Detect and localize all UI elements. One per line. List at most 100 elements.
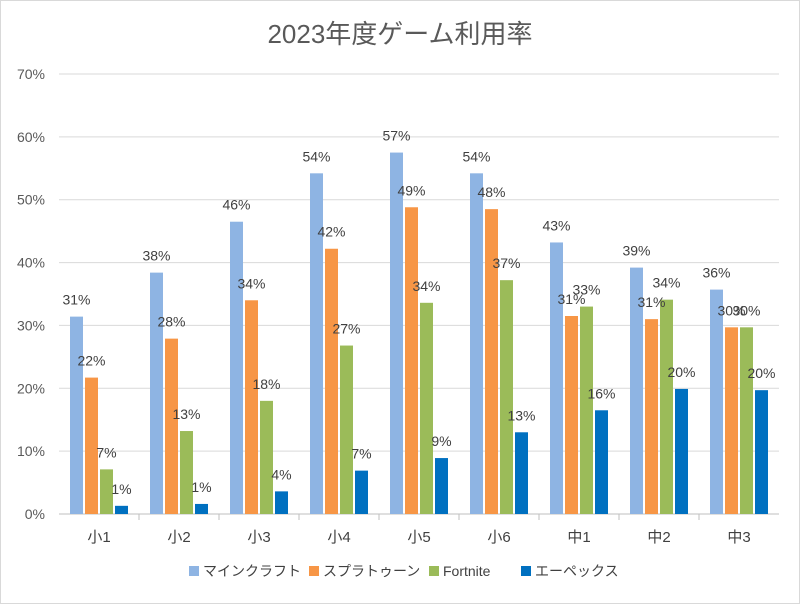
data-label: 33% (572, 282, 600, 298)
legend-label: マインクラフト (203, 563, 301, 579)
y-tick-label: 30% (17, 317, 45, 333)
data-label: 34% (652, 275, 680, 291)
data-label: 46% (222, 197, 250, 213)
data-label: 4% (271, 466, 291, 482)
data-label: 34% (237, 275, 265, 291)
y-tick-label: 10% (17, 443, 45, 459)
data-label: 22% (77, 353, 105, 369)
bar (645, 319, 658, 514)
legend-swatch (189, 566, 199, 576)
data-label: 54% (302, 148, 330, 164)
bar (115, 505, 128, 514)
data-label: 7% (351, 446, 371, 462)
data-label: 38% (142, 248, 170, 264)
bar (500, 280, 513, 514)
data-label: 28% (157, 314, 185, 330)
data-label: 16% (587, 385, 615, 401)
data-label: 7% (96, 444, 116, 460)
bar (100, 469, 113, 514)
bar (515, 432, 528, 514)
data-label: 39% (622, 243, 650, 259)
chart-title: 2023年度ゲーム利用率 (267, 19, 532, 49)
y-tick-label: 50% (17, 192, 45, 208)
data-label: 48% (477, 184, 505, 200)
data-label: 36% (702, 265, 730, 281)
bar (565, 316, 578, 514)
bar (435, 458, 448, 514)
data-label: 1% (191, 479, 211, 495)
bar (390, 152, 403, 515)
data-label: 37% (492, 255, 520, 271)
x-tick-label: 中1 (567, 529, 590, 546)
legend-label: エーペックス (535, 563, 619, 579)
y-tick-label: 0% (25, 506, 45, 522)
bar (325, 248, 338, 514)
bar (405, 207, 418, 514)
bar (470, 173, 483, 515)
data-label: 42% (317, 224, 345, 240)
bar (755, 390, 768, 514)
bar (710, 289, 723, 514)
data-label: 20% (667, 364, 695, 380)
legend: マインクラフト スプラトゥーン Fortnite エーペックス (189, 563, 619, 579)
x-tick-label: 小5 (407, 529, 430, 546)
bar (485, 209, 498, 514)
y-tick-label: 20% (17, 380, 45, 396)
bar (675, 388, 688, 514)
bar (550, 242, 563, 514)
bar (230, 221, 243, 514)
y-axis: 0% 10% 20% 30% 40% 50% 60% 70% (17, 66, 45, 522)
x-tick-label: 小3 (247, 529, 270, 546)
data-label: 13% (172, 406, 200, 422)
gridlines (59, 73, 779, 515)
bars (70, 152, 768, 515)
bar (165, 338, 178, 514)
data-label: 9% (431, 433, 451, 449)
bar (275, 491, 288, 514)
data-label: 20% (747, 365, 775, 381)
bar (580, 306, 593, 514)
x-tick-label: 中3 (727, 529, 750, 546)
bar (595, 410, 608, 514)
bar (150, 272, 163, 514)
data-label: 13% (507, 407, 535, 423)
x-axis: 小1 小2 小3 小4 小5 小6 中1 中2 中3 (87, 514, 751, 546)
data-label: 54% (462, 148, 490, 164)
data-label: 30% (717, 302, 745, 318)
data-label: 18% (252, 376, 280, 392)
x-tick-label: 中2 (647, 529, 670, 546)
data-label: 43% (542, 217, 570, 233)
bar (740, 327, 753, 514)
bar (245, 300, 258, 514)
data-labels: 31% 22% 7% 1% 38% 28% 13% 1% 46% 34% 18% 4% 54% 42% 27… (62, 128, 775, 497)
bar (70, 316, 83, 514)
bar (260, 400, 273, 514)
bar (630, 267, 643, 514)
data-label: 27% (332, 321, 360, 337)
legend-label: スプラトゥーン (323, 563, 420, 579)
y-tick-label: 70% (17, 66, 45, 82)
legend-label: Fortnite (443, 563, 491, 579)
y-tick-label: 40% (17, 255, 45, 271)
bar (660, 299, 673, 514)
bar (180, 431, 193, 514)
data-label: 31% (557, 291, 585, 307)
data-label: 30% (732, 302, 760, 318)
bar (355, 470, 368, 514)
x-tick-label: 小1 (87, 529, 110, 546)
x-tick-label: 小2 (167, 529, 190, 546)
data-label: 31% (62, 292, 90, 308)
data-label: 49% (397, 182, 425, 198)
legend-swatch (429, 566, 439, 576)
bar (85, 377, 98, 514)
bar (725, 327, 738, 514)
bar (420, 302, 433, 514)
x-tick-label: 小6 (487, 529, 510, 546)
legend-swatch (309, 566, 319, 576)
x-tick-label: 小4 (327, 529, 350, 546)
y-tick-label: 60% (17, 129, 45, 145)
data-label: 31% (637, 294, 665, 310)
data-label: 1% (111, 481, 131, 497)
